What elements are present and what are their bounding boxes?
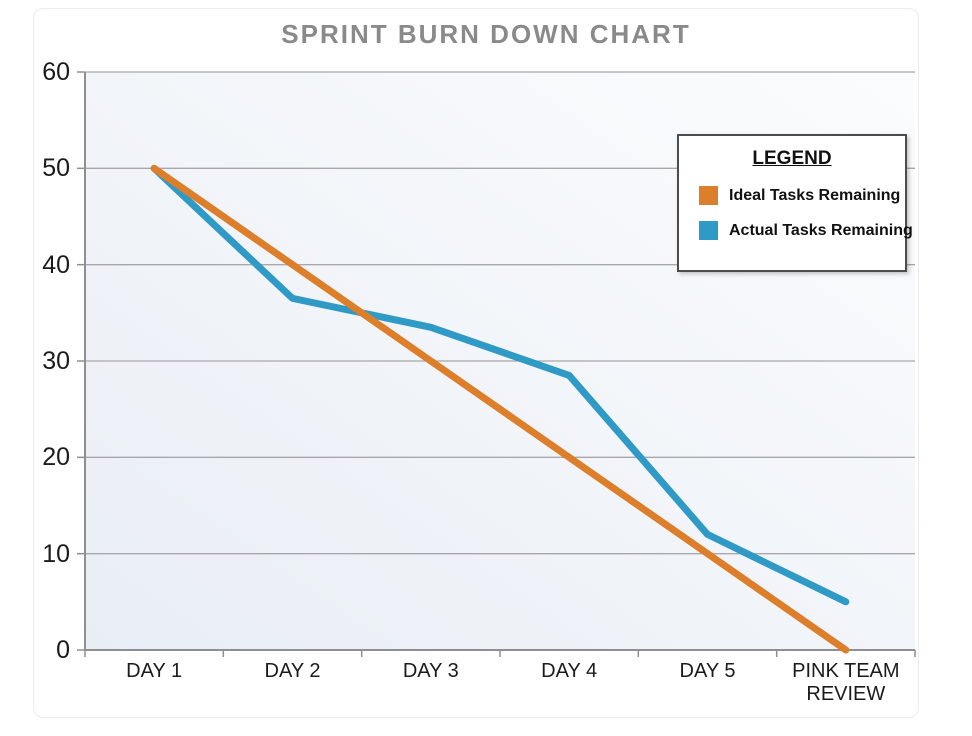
y-tick-label: 20: [42, 443, 70, 472]
series-line-actual: [150, 164, 850, 606]
y-tick-label: 30: [42, 347, 70, 375]
x-tick-label: DAY 5: [679, 660, 736, 682]
legend-item-actual: Actual Tasks Remaining: [699, 221, 913, 240]
y-tick-label: 50: [42, 154, 70, 183]
x-tick-label: DAY 2: [264, 660, 321, 682]
y-tick-label: 10: [42, 539, 70, 568]
chart-legend: LEGEND Ideal Tasks Remaining Actual Task…: [677, 134, 913, 272]
chart-title: SPRINT BURN DOWN CHART: [281, 19, 691, 49]
x-tick-label: DAY 1: [126, 660, 183, 682]
actual-series-swatch: [699, 221, 718, 240]
y-tick-label: 0: [56, 636, 70, 664]
series-line-ideal: [150, 164, 850, 654]
x-tick-label: DAY 3: [402, 660, 459, 682]
x-tick-label: DAY 4: [541, 660, 598, 682]
y-tick-label: 40: [42, 250, 70, 279]
ideal-series-swatch: [699, 186, 718, 205]
x-tick-label: PINK TEAM REVIEW: [792, 660, 900, 705]
legend-item-label: Ideal Tasks Remaining: [729, 186, 901, 204]
legend-item-label: Actual Tasks Remaining: [729, 221, 913, 239]
legend-item-ideal: Ideal Tasks Remaining: [699, 186, 905, 205]
legend-title: LEGEND: [752, 148, 832, 169]
y-tick-label: 60: [42, 58, 70, 86]
